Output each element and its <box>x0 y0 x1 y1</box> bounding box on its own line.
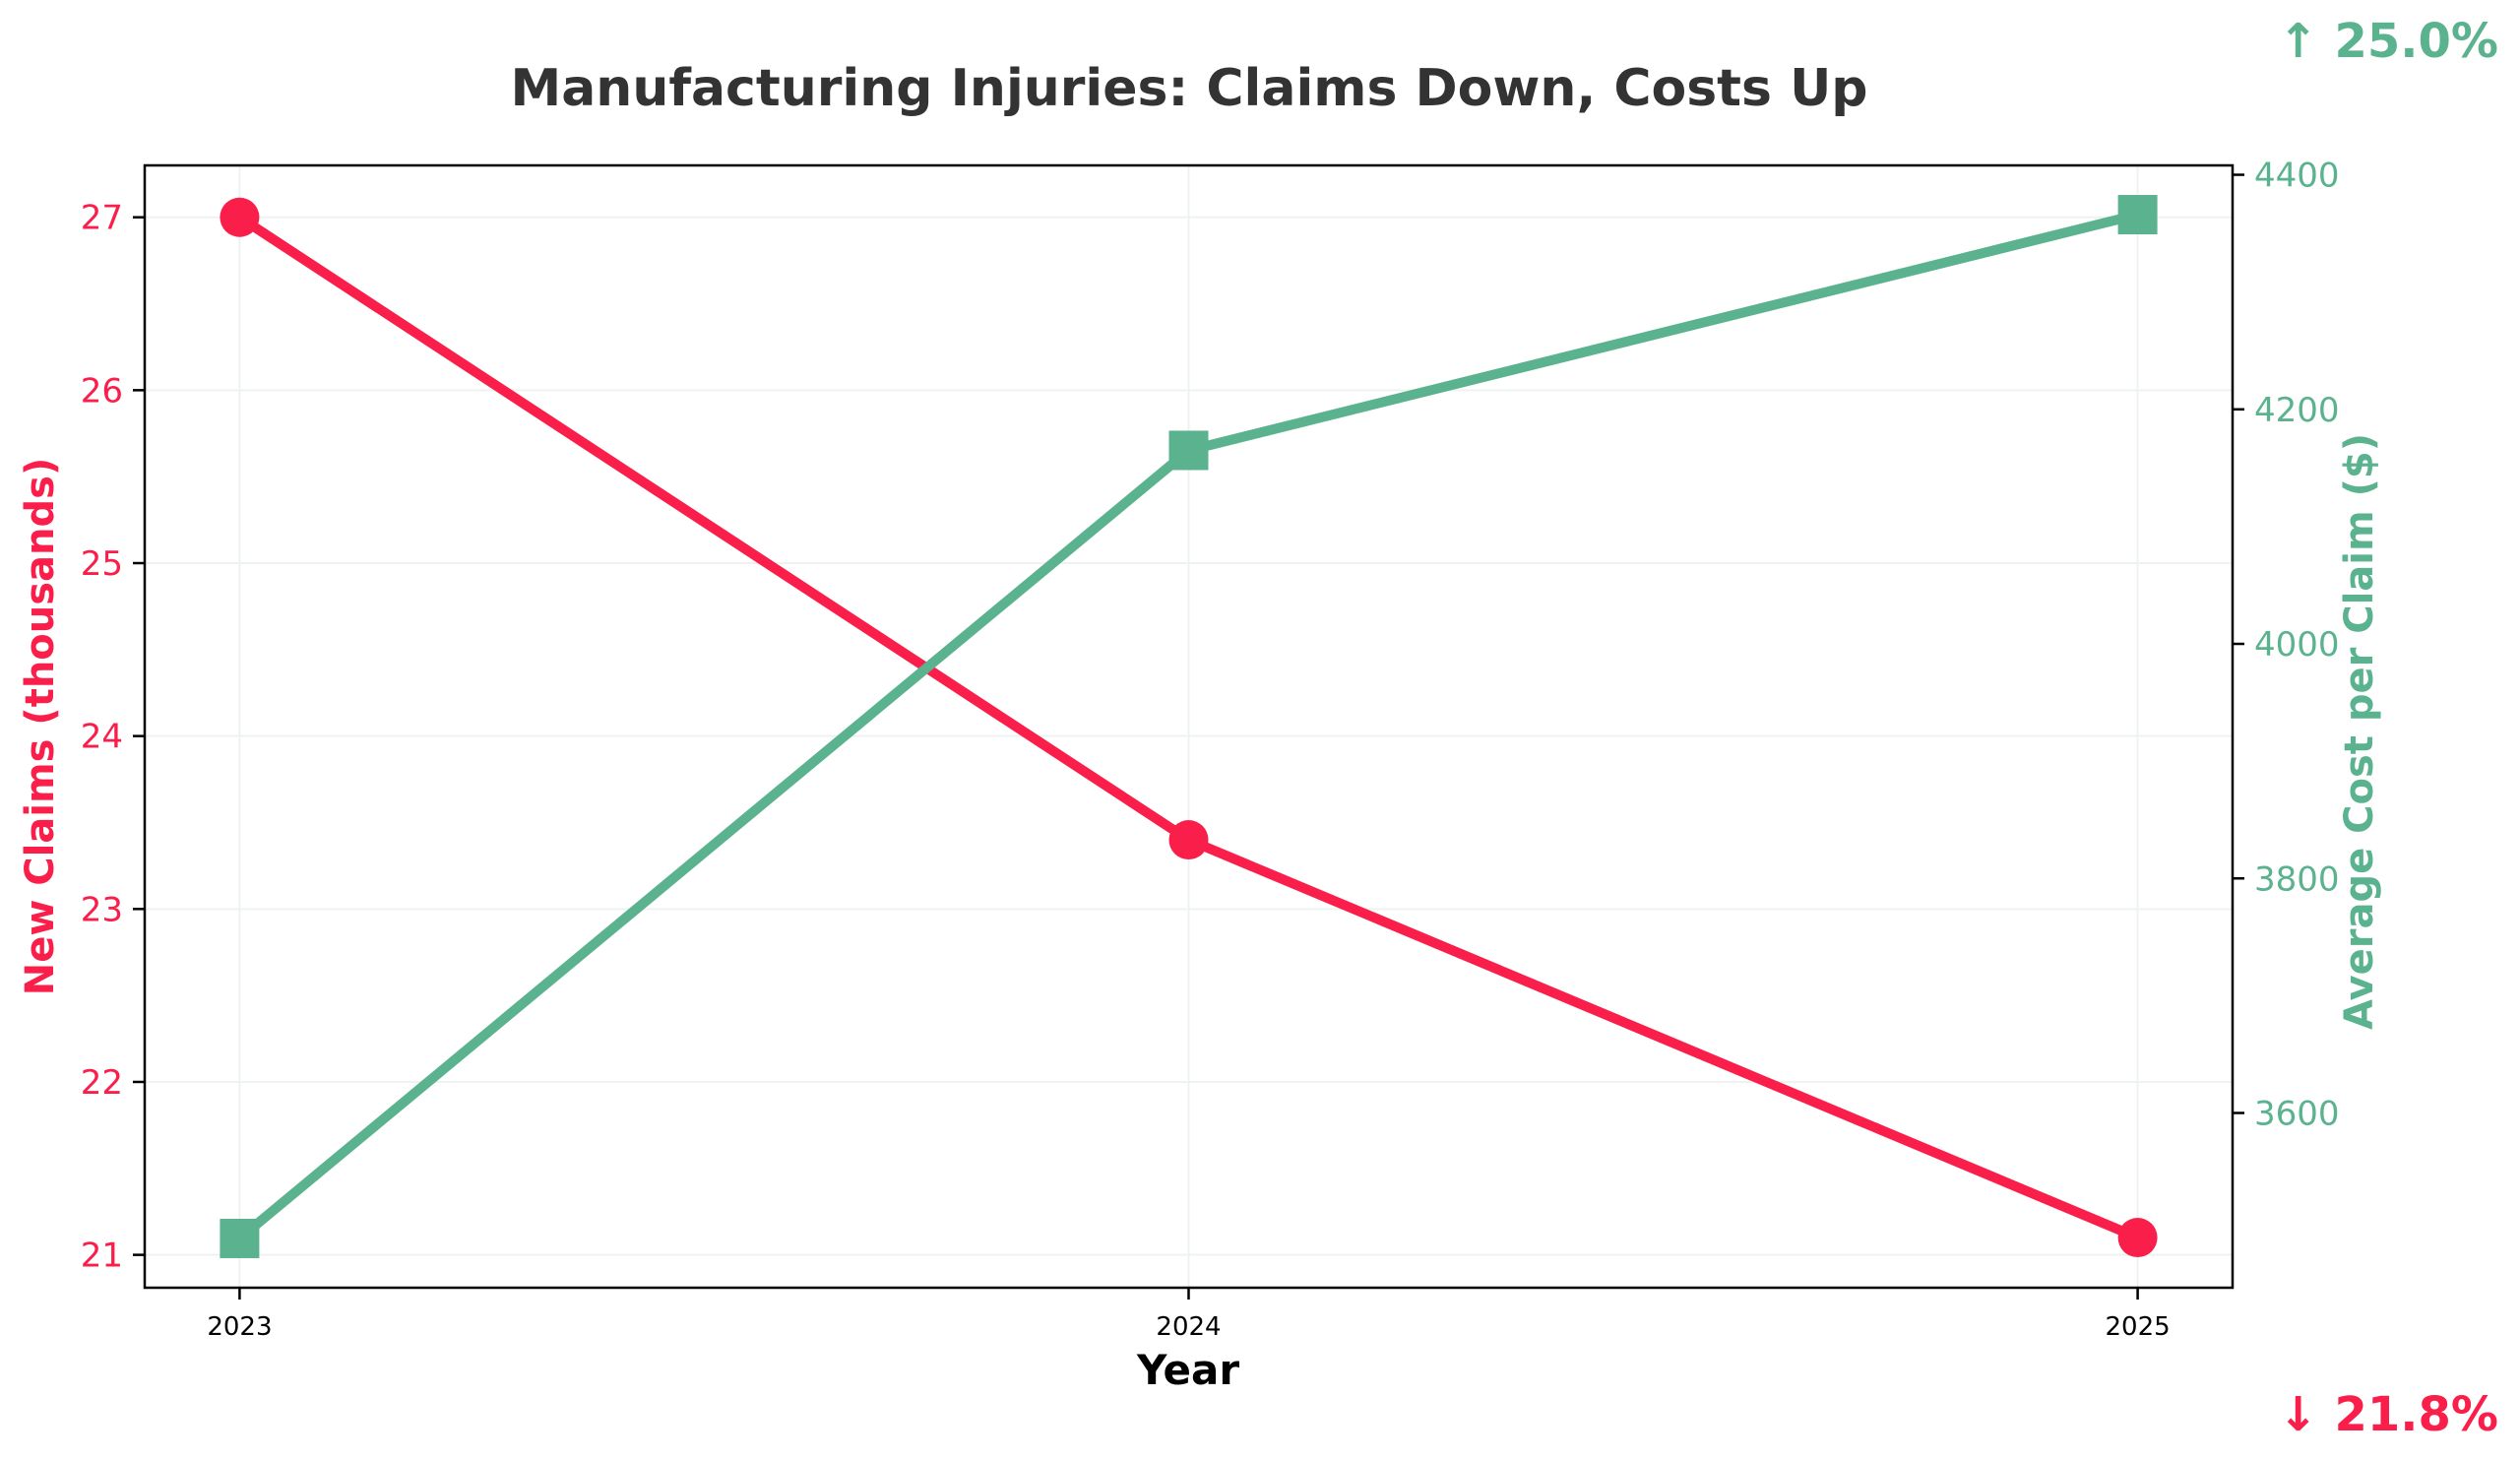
cost-change-annotation: ↑ 25.0% <box>2279 14 2498 69</box>
right-y-tick-label: 3600 <box>2254 1095 2340 1134</box>
data-point-claims <box>2117 1218 2158 1258</box>
left-y-tick-label: 27 <box>81 199 123 238</box>
chart-title: Manufacturing Injuries: Claims Down, Cos… <box>510 59 1867 118</box>
right-y-tick-label: 4400 <box>2254 157 2340 196</box>
data-point-claims <box>1168 820 1209 860</box>
left-y-tick-label: 25 <box>81 544 123 584</box>
left-axis-label: New Claims (thousands) <box>18 458 63 996</box>
right-y-tick-label: 3800 <box>2254 859 2340 899</box>
left-y-tick-label: 22 <box>81 1063 123 1103</box>
data-point-claims <box>220 197 260 237</box>
ticks: 2023 2024 2025 21 22 23 24 25 26 27 3600 3800 4000 42… <box>81 157 2340 1342</box>
x-axis-label: Year <box>1136 1346 1239 1394</box>
left-y-tick-label: 23 <box>81 890 123 929</box>
x-tick-label: 2024 <box>1156 1312 1221 1342</box>
x-tick-label: 2025 <box>2106 1312 2171 1342</box>
series-lines <box>220 195 2158 1258</box>
grid <box>145 165 2233 1288</box>
data-point-cost <box>1168 430 1209 471</box>
right-axis-label: Average Cost per Claim ($) <box>2337 433 2382 1030</box>
left-y-tick-label: 24 <box>81 718 123 757</box>
left-y-tick-label: 26 <box>81 371 123 411</box>
right-y-tick-label: 4200 <box>2254 391 2340 430</box>
claims-change-annotation: ↓ 21.8% <box>2279 1387 2498 1442</box>
right-y-tick-label: 4000 <box>2254 625 2340 665</box>
x-tick-label: 2023 <box>207 1312 272 1342</box>
data-point-cost <box>2117 195 2158 235</box>
data-point-cost <box>220 1218 260 1258</box>
left-y-tick-label: 21 <box>81 1237 123 1276</box>
